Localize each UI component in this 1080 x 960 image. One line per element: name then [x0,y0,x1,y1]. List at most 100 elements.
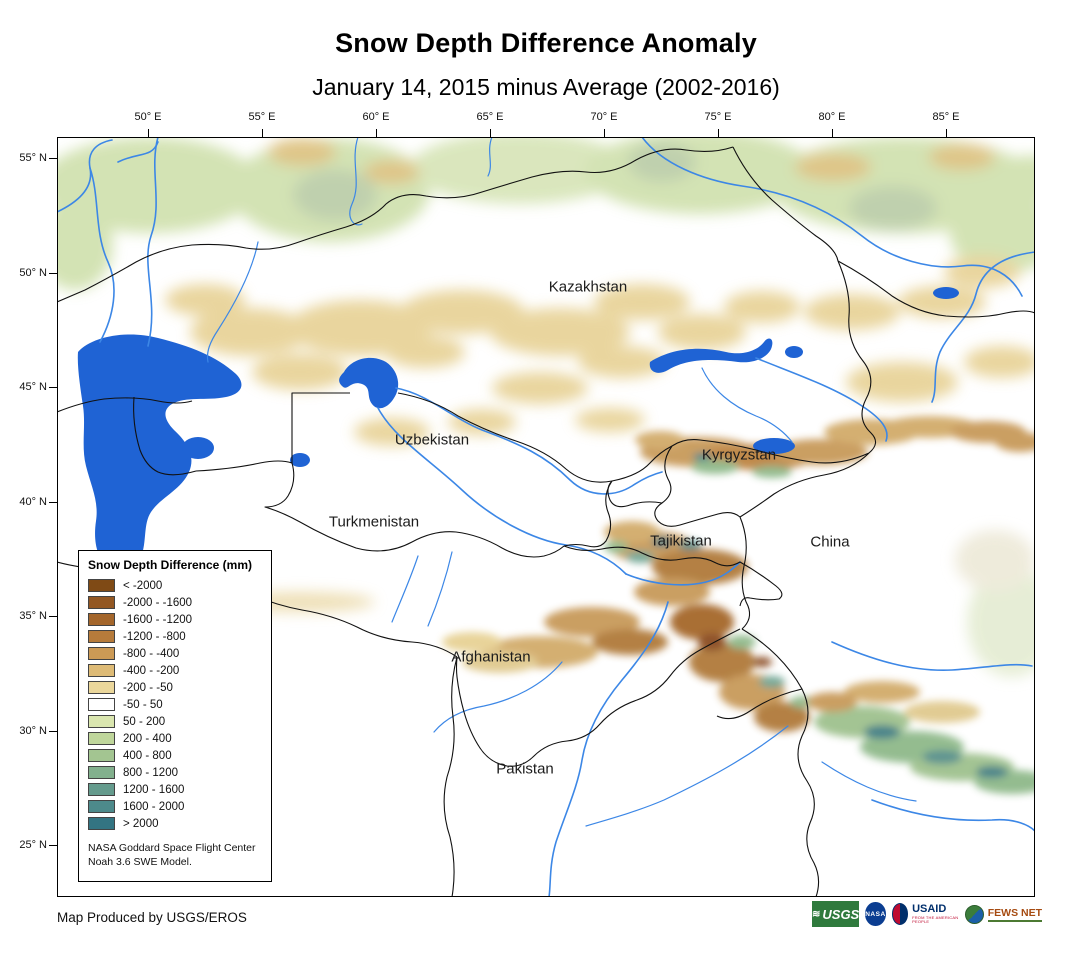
legend-entry-label: -2000 - -1600 [123,596,193,609]
lake-zaysan [933,287,959,299]
legend-note-line1: NASA Goddard Space Flight Center [88,842,256,854]
legend-swatch [88,783,115,796]
lake-alakol [785,346,803,358]
lon-tick-mark [376,129,377,137]
aral-sea [339,357,399,409]
legend-box: Snow Depth Difference (mm) < -2000 -2000 … [78,550,272,882]
legend-row: -2000 - -1600 [88,594,262,611]
anomaly-layer-soft [57,137,1035,677]
usgs-logo: ≋ USGS [812,901,860,927]
water-layer [77,287,959,570]
legend-row: 800 - 1200 [88,764,262,781]
legend-swatch [88,715,115,728]
legend-entry-label: < -2000 [123,579,163,592]
logo-row: ≋ USGS NASA USAID FROM THE AMERICAN PEOP… [812,899,1042,929]
lon-tick-label: 50° E [134,111,162,123]
legend-entry-label: 50 - 200 [123,715,166,728]
legend-swatch [88,579,115,592]
usgs-wave-icon: ≋ [812,908,821,920]
lat-tick-mark [49,158,57,159]
legend-note: NASA Goddard Space Flight Center Noah 3.… [88,841,262,869]
lat-tick-label: 45° N [19,381,47,393]
legend-row: 200 - 400 [88,730,262,747]
usgs-logo-text: USGS [822,906,860,922]
legend-entry-label: -200 - -50 [123,681,173,694]
lon-tick-label: 80° E [818,111,846,123]
lat-tick-label: 30° N [19,724,47,737]
lon-tick-label: 85° E [932,111,960,123]
legend-entry-label: 1600 - 2000 [123,800,185,813]
legend-row: < -2000 [88,577,262,594]
nasa-logo-text: NASA [865,910,886,918]
legend-row: -1200 - -800 [88,628,262,645]
legend-entry-label: 1200 - 1600 [123,783,185,796]
legend-entry-label: -1600 - -1200 [123,613,193,626]
lon-tick-label: 75° E [704,111,732,123]
legend-swatch [88,698,115,711]
lat-tick-label: 25° N [19,839,47,851]
lon-tick-mark [262,129,263,137]
legend-entry-label: 400 - 800 [123,749,172,762]
legend-row: -1600 - -1200 [88,611,262,628]
usaid-emblem-icon [891,903,909,925]
legend-swatch [88,766,115,779]
legend-note-line2: Noah 3.6 SWE Model. [88,856,192,869]
usaid-tagline: FROM THE AMERICAN PEOPLE [912,915,959,924]
legend-swatch [88,664,115,677]
lake-balkhash [649,338,773,373]
lat-tick-label: 40° N [19,495,47,508]
lat-tick-mark [49,845,57,846]
lat-tick-mark [49,730,57,732]
legend-swatch [88,613,115,626]
legend-row: -400 - -200 [88,662,262,679]
rivers-layer [57,137,1035,897]
lon-tick-label: 65° E [476,111,504,123]
legend-swatch [88,732,115,745]
lon-tick-mark [148,129,149,137]
lat-tick-label: 55° N [19,152,47,164]
legend-row: -50 - 50 [88,696,262,713]
lake-sarygamysh [290,453,310,467]
lat-tick-mark [49,501,57,503]
page-subtitle: January 14, 2015 minus Average (2002-201… [312,74,780,100]
page-title: Snow Depth Difference Anomaly [335,28,757,58]
legend-row: 50 - 200 [88,713,262,730]
legend-title: Snow Depth Difference (mm) [88,558,253,572]
legend-row: > 2000 [88,815,262,832]
fewsnet-logo-text: FEWS NET [987,907,1042,922]
lon-tick-label: 60° E [362,111,390,123]
legend-swatch [88,817,115,830]
legend-row: 400 - 800 [88,747,262,764]
lon-tick-label: 70° E [590,111,618,123]
lat-tick-mark [49,272,57,274]
lon-tick-mark [946,129,947,137]
lat-tick-label: 50° N [19,266,47,279]
legend-row: 1200 - 1600 [88,781,262,798]
legend-swatch [88,630,115,643]
legend-entry-label: -50 - 50 [123,698,163,711]
legend-swatch [88,647,115,660]
map-canvas [57,137,1035,897]
legend-row: 1600 - 2000 [88,798,262,815]
usaid-logo: USAID FROM THE AMERICAN PEOPLE [891,903,959,925]
legend-swatch [88,800,115,813]
footer-credit: Map Produced by USGS/EROS [57,910,247,925]
legend-entry-label: > 2000 [123,817,159,830]
legend-entry-label: -400 - -200 [123,664,180,677]
legend-row: -200 - -50 [88,679,262,696]
nasa-logo: NASA [865,902,886,926]
anomaly-layer-mountains [442,416,1035,794]
legend-swatch [88,681,115,694]
kara-bogaz-gol [182,437,214,459]
lat-tick-label: 35° N [19,610,47,622]
lon-tick-mark [718,129,719,137]
lat-tick-mark [49,387,57,388]
usaid-logo-text: USAID [912,903,947,915]
legend-entry-label: -800 - -400 [123,647,180,660]
lake-issyk-kul [753,438,795,454]
legend-swatch [88,749,115,762]
lon-tick-mark [832,129,833,137]
lon-tick-label: 55° E [248,111,276,123]
